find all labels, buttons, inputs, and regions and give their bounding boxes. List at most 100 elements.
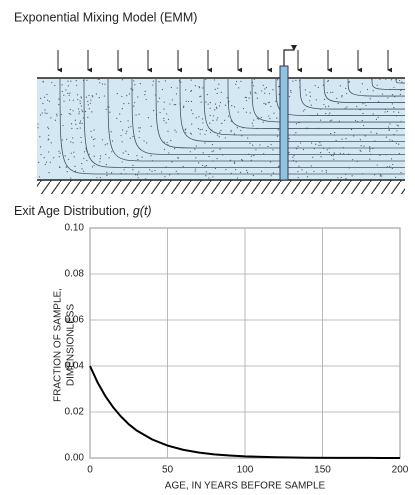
sediment-dot xyxy=(137,158,139,161)
sediment-dot xyxy=(398,143,400,145)
sediment-dot xyxy=(121,95,123,98)
sediment-dot xyxy=(83,170,85,172)
sediment-dot xyxy=(105,108,107,111)
sediment-dot xyxy=(319,141,321,144)
sediment-dot xyxy=(388,126,390,128)
sediment-dot xyxy=(236,177,239,179)
sediment-dot xyxy=(356,105,358,107)
sediment-dot xyxy=(72,99,74,101)
sediment-dot xyxy=(168,174,171,176)
sediment-dot xyxy=(126,95,128,97)
sediment-dot xyxy=(116,117,118,119)
sediment-dot xyxy=(226,97,228,99)
sediment-dot xyxy=(253,155,255,157)
sediment-dot xyxy=(125,132,127,134)
sediment-dot xyxy=(205,171,207,173)
sediment-dot xyxy=(173,104,175,106)
sediment-dot xyxy=(56,115,58,117)
sediment-dot xyxy=(359,109,361,111)
sediment-dot xyxy=(209,172,211,174)
sediment-dot xyxy=(267,102,270,104)
sediment-dot xyxy=(68,94,70,96)
x-tick-label: 150 xyxy=(314,465,331,476)
sediment-dot xyxy=(70,152,72,154)
sediment-dot xyxy=(61,90,63,93)
sediment-dot xyxy=(391,140,393,142)
sediment-dot xyxy=(336,97,338,99)
sediment-dot xyxy=(309,95,312,97)
sediment-dot xyxy=(366,88,369,91)
sediment-dot xyxy=(190,133,193,135)
sediment-dot xyxy=(190,90,192,92)
sediment-dot xyxy=(205,101,207,103)
sediment-dot xyxy=(190,109,193,111)
sediment-dot xyxy=(278,165,280,167)
sediment-dot xyxy=(254,91,256,94)
flow-line xyxy=(323,78,405,103)
sediment-dot xyxy=(211,144,214,146)
sediment-dot xyxy=(44,109,46,111)
sediment-dot xyxy=(212,176,214,178)
sediment-dot xyxy=(269,161,272,163)
sediment-dot xyxy=(72,142,74,144)
sediment-dot xyxy=(205,164,208,167)
sediment-dot xyxy=(81,109,83,111)
sediment-dot xyxy=(389,139,391,141)
sediment-dot xyxy=(233,106,236,108)
sediment-dot xyxy=(89,102,92,104)
aquifer-diagram xyxy=(37,45,405,194)
sediment-dot xyxy=(75,123,77,125)
x-tick-label: 100 xyxy=(237,465,254,476)
sediment-dot xyxy=(238,87,240,89)
sediment-dot xyxy=(209,114,211,117)
sediment-dot xyxy=(224,119,226,121)
sediment-dot xyxy=(61,139,63,141)
sediment-dot xyxy=(119,113,121,115)
sediment-dot xyxy=(214,109,216,111)
sediment-dot xyxy=(101,139,104,141)
x-tick-label: 0 xyxy=(87,465,93,476)
sediment-dot xyxy=(316,113,319,115)
sediment-dot xyxy=(338,120,340,122)
sediment-dot xyxy=(327,79,329,82)
sediment-dot xyxy=(393,86,395,88)
sediment-dot xyxy=(369,148,371,150)
sediment-dot xyxy=(48,138,50,140)
sediment-dot xyxy=(95,93,98,95)
sediment-dot xyxy=(351,175,353,177)
sediment-dot xyxy=(96,177,98,179)
sediment-dot xyxy=(144,93,146,96)
sediment-dot xyxy=(121,141,123,143)
sediment-dot xyxy=(310,165,312,167)
sediment-dot xyxy=(164,80,167,82)
sediment-dot xyxy=(240,129,242,132)
sediment-dot xyxy=(158,97,161,99)
sediment-dot xyxy=(201,128,203,131)
flow-line xyxy=(155,78,405,149)
sediment-dot xyxy=(252,85,255,87)
sediment-dot xyxy=(392,163,394,166)
sediment-dot xyxy=(37,123,39,125)
sediment-dot xyxy=(56,113,58,115)
sediment-dot xyxy=(213,79,216,81)
sediment-dot xyxy=(121,79,123,81)
sediment-dot xyxy=(252,125,254,127)
sediment-dot xyxy=(116,92,118,95)
sediment-dot xyxy=(320,156,322,158)
sediment-dot xyxy=(207,103,209,105)
sediment-dot xyxy=(363,145,365,147)
sediment-dot xyxy=(277,129,279,131)
sediment-dot xyxy=(71,127,73,130)
sediment-dot xyxy=(166,142,168,144)
sediment-dot xyxy=(167,118,170,120)
sediment-dot xyxy=(163,148,165,150)
sediment-dot xyxy=(360,144,362,147)
sediment-dot xyxy=(98,78,100,80)
sediment-dot xyxy=(42,81,44,83)
sediment-dot xyxy=(321,170,323,172)
sediment-dot xyxy=(305,171,308,173)
sediment-dot xyxy=(265,87,267,89)
sediment-dot xyxy=(59,152,61,154)
sediment-dot xyxy=(398,111,400,113)
sediment-dot xyxy=(146,142,148,144)
